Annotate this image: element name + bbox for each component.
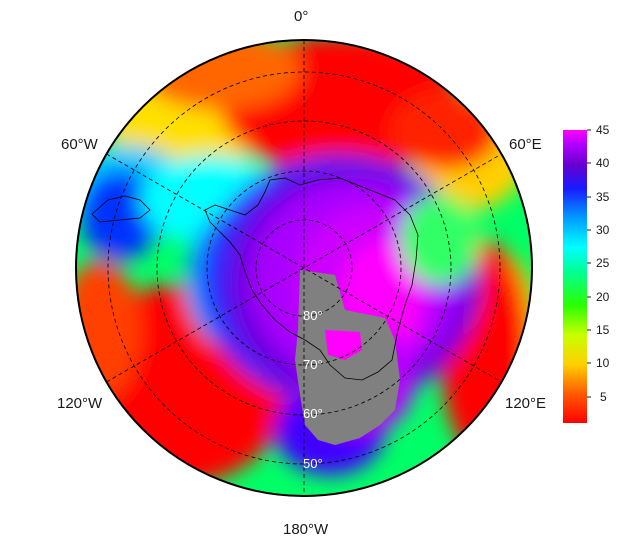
lon-label-0: 0° [294, 8, 309, 25]
lat-label-60: 60° [303, 406, 323, 421]
lon-label-60e: 60°E [509, 136, 542, 153]
colorbar-label-10: 10 [596, 356, 610, 370]
colorbar-label-35: 35 [596, 190, 610, 204]
lon-label-60w: 60°W [61, 136, 98, 153]
graticule [106, 40, 502, 496]
lat-label-80: 80° [303, 308, 323, 323]
lat-label-50: 50° [303, 456, 323, 471]
colorbar [563, 130, 587, 423]
map-disc [76, 40, 532, 496]
lon-label-120w: 120°W [57, 395, 103, 412]
magenta-notch [325, 330, 362, 360]
south-america-tip [91, 195, 151, 223]
lon-label-180w: 180°W [283, 521, 329, 538]
colorbar-label-30: 30 [596, 223, 610, 237]
lat-label-70: 70° [303, 357, 323, 372]
colorbar-label-45: 45 [596, 123, 610, 137]
colorbar-label-40: 40 [596, 156, 610, 170]
colorbar-label-25: 25 [596, 256, 610, 270]
latitude-labels: 80° 70° 60° 50° [303, 308, 323, 471]
colorbar-label-20: 20 [596, 290, 610, 304]
antarctica-coastline [204, 177, 419, 381]
colorbar-label-15: 15 [596, 323, 610, 337]
colorbar-label-5: 5 [600, 390, 607, 404]
lon-label-120e: 120°E [505, 395, 547, 412]
map-border [75, 39, 533, 497]
colorbar-ticks [587, 129, 591, 398]
